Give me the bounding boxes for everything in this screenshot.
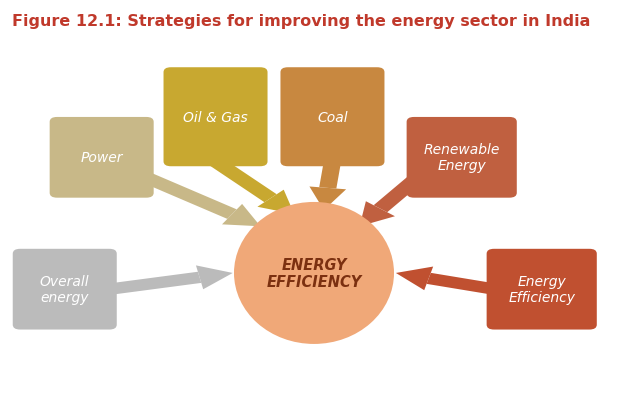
Polygon shape [310, 187, 346, 211]
Text: Coal: Coal [317, 110, 348, 124]
FancyBboxPatch shape [281, 68, 384, 167]
Text: Power: Power [80, 151, 123, 165]
Text: Overall
energy: Overall energy [40, 274, 90, 304]
FancyBboxPatch shape [13, 249, 117, 330]
Polygon shape [222, 204, 261, 227]
Polygon shape [319, 161, 341, 189]
Text: ENERGY
EFFICIENCY: ENERGY EFFICIENCY [266, 257, 362, 290]
Polygon shape [142, 173, 237, 219]
Polygon shape [257, 190, 295, 215]
FancyBboxPatch shape [50, 118, 154, 198]
Ellipse shape [234, 202, 394, 344]
Polygon shape [374, 175, 424, 213]
FancyBboxPatch shape [163, 68, 268, 167]
Text: Energy
Efficiency: Energy Efficiency [508, 274, 575, 304]
Polygon shape [360, 202, 395, 227]
Text: Renewable
Energy: Renewable Energy [423, 143, 500, 173]
Text: Figure 12.1: Strategies for improving the energy sector in India: Figure 12.1: Strategies for improving th… [13, 14, 591, 29]
FancyBboxPatch shape [487, 249, 597, 330]
Polygon shape [209, 158, 277, 203]
Polygon shape [396, 267, 433, 290]
Polygon shape [426, 273, 496, 295]
FancyBboxPatch shape [406, 118, 517, 198]
Text: Oil & Gas: Oil & Gas [183, 110, 248, 124]
Polygon shape [108, 272, 201, 295]
Polygon shape [196, 266, 233, 290]
